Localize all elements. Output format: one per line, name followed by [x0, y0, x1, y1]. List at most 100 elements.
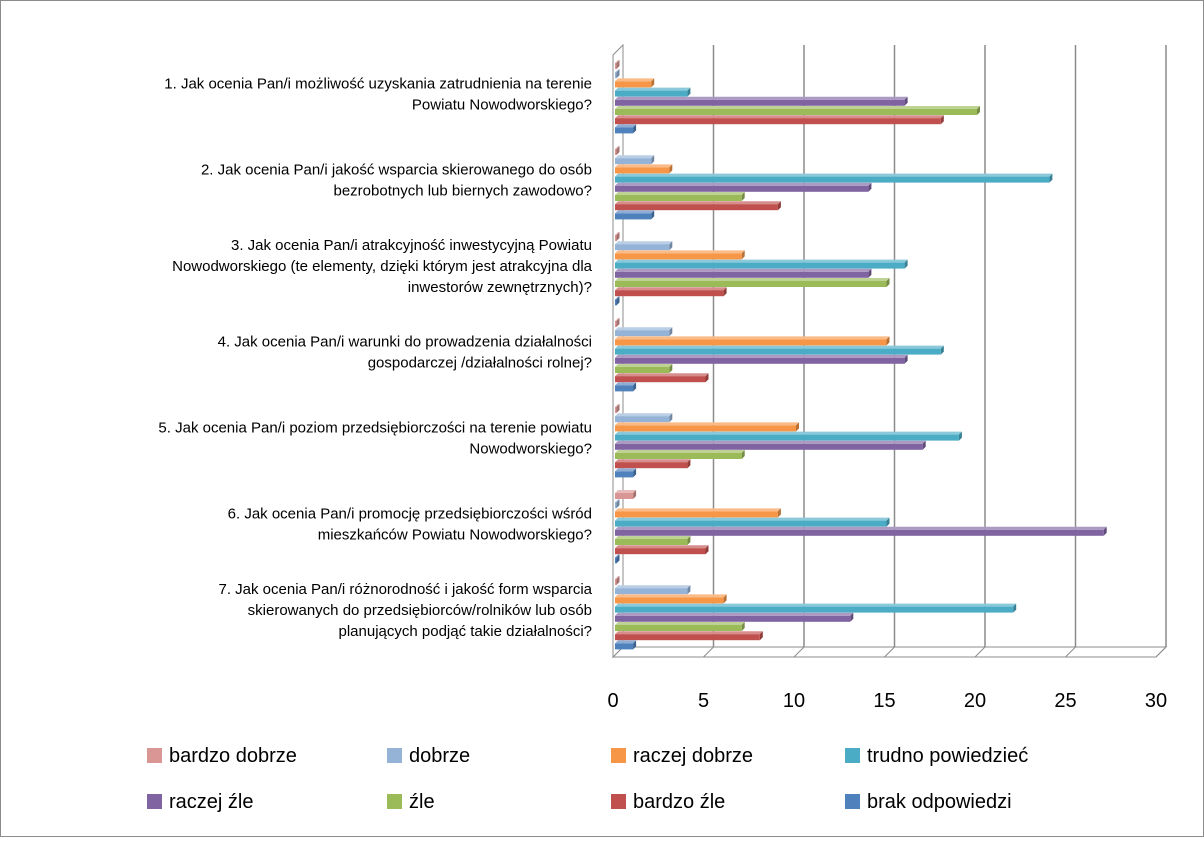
bar-end	[669, 413, 673, 423]
bar	[615, 327, 673, 337]
bar-top	[615, 450, 745, 453]
bar-end	[633, 640, 637, 650]
category-label: 6. Jak ocenia Pan/i promocję przedsiębio…	[228, 505, 592, 522]
bar-front	[615, 434, 959, 441]
bar-top	[615, 155, 655, 159]
bar-front	[615, 81, 652, 88]
bar-end	[1013, 603, 1017, 613]
category-labels: 1. Jak ocenia Pan/i możliwość uzyskania …	[158, 75, 593, 640]
legend-item: bardzo źle	[611, 791, 725, 813]
category-label: 4. Jak ocenia Pan/i warunki do prowadzen…	[218, 333, 592, 350]
bar-top	[615, 440, 926, 444]
bar	[615, 87, 691, 97]
bar-top	[615, 124, 637, 128]
x-tick-label: 25	[1054, 690, 1076, 712]
bar-end	[868, 182, 872, 192]
bar-top	[615, 278, 890, 281]
category-label: skierowanych do przedsiębiorców/rolników…	[248, 602, 592, 619]
bar-end	[922, 440, 926, 450]
bar-end	[616, 296, 620, 306]
bar	[615, 526, 1107, 536]
legend-item: raczej dobrze	[611, 745, 753, 767]
legend-item: bardzo dobrze	[147, 745, 297, 767]
bar-front	[615, 253, 742, 260]
bar	[615, 612, 854, 622]
legend: bardzo dobrze dobrze raczej dobrze trudno p…	[147, 745, 1028, 813]
bar-front	[615, 606, 1014, 613]
bar-front	[615, 493, 634, 499]
bar	[615, 373, 709, 383]
x-tick-label: 0	[607, 690, 618, 712]
bar	[615, 60, 620, 69]
bar-front	[615, 158, 652, 165]
bar-front	[615, 511, 778, 518]
bar-front	[615, 185, 869, 192]
bar-front	[615, 588, 688, 595]
gridline-floor	[974, 646, 986, 658]
legend-item: brak odpowiedzi	[845, 791, 1012, 813]
legend-label: raczej dobrze	[633, 745, 753, 767]
bar	[615, 545, 709, 555]
bar-end	[886, 517, 890, 527]
bar-end	[651, 210, 655, 220]
bar-top	[615, 490, 637, 493]
bar	[615, 554, 620, 564]
bar-end	[723, 594, 727, 604]
bar-top	[615, 354, 908, 358]
bar-end	[886, 336, 890, 346]
bar-end	[940, 115, 944, 125]
bar	[615, 517, 890, 527]
bar-front	[615, 597, 724, 604]
bar-front	[615, 72, 617, 79]
bar-top	[615, 640, 637, 644]
bar-end	[633, 382, 637, 392]
legend-item: trudno powiedzieć	[845, 745, 1028, 767]
bar-top	[615, 164, 673, 168]
category-label: inwestorów zewnętrznych)?	[408, 279, 592, 296]
bar-front	[615, 443, 923, 450]
bar-end	[1049, 173, 1053, 183]
bar-front	[615, 290, 724, 297]
bar-front	[615, 416, 670, 423]
bar	[615, 345, 944, 355]
bar-top	[615, 622, 745, 625]
bar	[615, 69, 620, 79]
bar-front	[615, 453, 742, 459]
bar-front	[615, 634, 760, 641]
bar-front	[615, 339, 887, 346]
bar-front	[615, 357, 905, 364]
bar-top	[615, 268, 872, 272]
bar	[615, 422, 799, 432]
bar-end	[741, 250, 745, 260]
bar-top	[615, 259, 908, 263]
gridline-floor	[1155, 646, 1167, 658]
bar-front	[615, 529, 1104, 536]
bar-end	[904, 259, 908, 269]
bar-end	[669, 241, 673, 251]
bar	[615, 468, 637, 478]
bar-top	[615, 468, 637, 472]
bar-front	[615, 244, 670, 251]
bar-front	[615, 548, 706, 555]
bar-front	[615, 557, 617, 564]
bar-end	[616, 554, 620, 564]
bar-top	[615, 287, 727, 291]
bar	[615, 459, 691, 469]
bar	[615, 241, 673, 251]
bar-end	[741, 450, 745, 459]
bar-top	[615, 241, 673, 245]
category-label: Powiatu Nowodworskiego?	[412, 96, 592, 113]
bar-top	[615, 459, 691, 463]
bar-top	[615, 69, 620, 73]
bar-top	[615, 318, 620, 321]
bar-end	[669, 327, 673, 337]
gridline-floor	[703, 646, 714, 658]
category-label: planujących podjąć takie działalności?	[339, 623, 593, 640]
x-tick-label: 5	[698, 690, 709, 712]
bar-top	[615, 508, 781, 512]
bar-end	[651, 78, 655, 88]
bar	[615, 182, 872, 192]
bar-end	[977, 106, 980, 115]
